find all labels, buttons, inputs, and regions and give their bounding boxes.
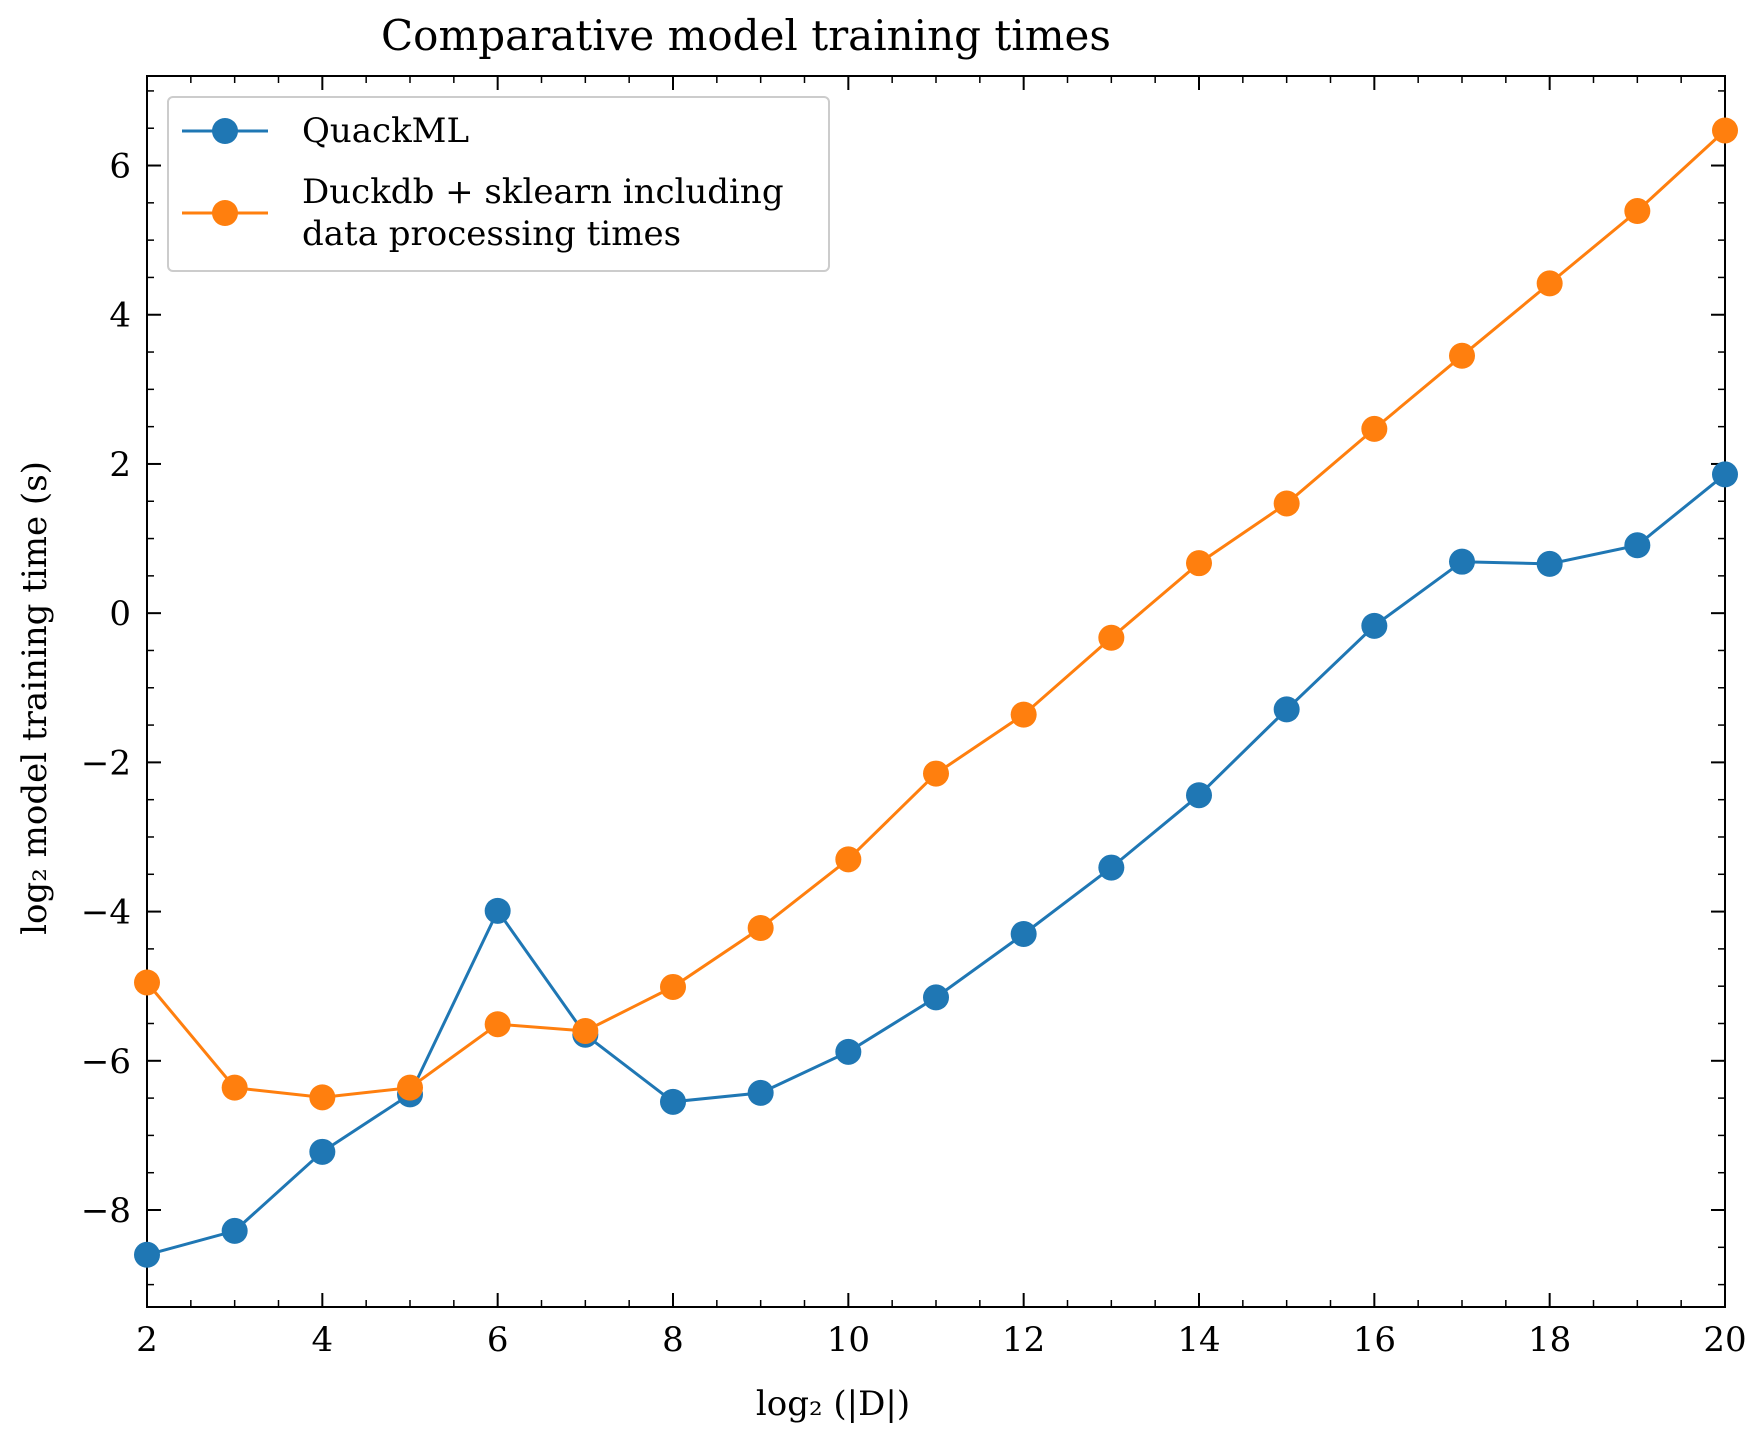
axis-tick-labels: 2 4 6 8 10 12 14 16 18 20 −8 −6 −4 −2 0 2 4 6 (81, 147, 1747, 1360)
y-tick-label: 6 (109, 147, 131, 187)
data-point (747, 915, 774, 942)
data-point (660, 973, 686, 1000)
y-tick-label: 0 (109, 594, 131, 634)
data-point (309, 1084, 336, 1111)
legend-item-1: QuackML (182, 111, 469, 151)
data-point (1273, 490, 1300, 517)
data-point (484, 897, 511, 924)
x-tick-label: 8 (662, 1320, 684, 1360)
x-tick-label: 10 (827, 1320, 870, 1360)
series-1 (134, 461, 1738, 1268)
y-tick-label: −8 (81, 1191, 131, 1231)
legend-label: QuackML (302, 111, 469, 151)
data-point (134, 969, 160, 996)
data-point (1624, 198, 1651, 225)
data-point (1098, 624, 1125, 651)
x-tick-label: 12 (1002, 1320, 1045, 1360)
data-point (484, 1011, 511, 1038)
data-point (1712, 461, 1738, 488)
data-point (1449, 548, 1475, 575)
data-point (1536, 270, 1563, 297)
legend-swatch-marker (212, 118, 238, 144)
data-point (1010, 701, 1037, 728)
y-tick-label: −6 (81, 1042, 131, 1082)
data-point (309, 1138, 336, 1165)
data-point (747, 1079, 774, 1106)
data-point (1361, 415, 1388, 442)
data-point (134, 1241, 160, 1268)
x-tick-label: 20 (1703, 1320, 1746, 1360)
data-point (572, 1017, 599, 1044)
y-tick-label: 4 (109, 296, 131, 336)
data-point (1010, 920, 1037, 947)
data-point (1712, 117, 1738, 144)
data-point (1624, 532, 1651, 559)
data-point (1449, 342, 1475, 369)
x-axis-label: log₂ (|D|) (756, 1384, 910, 1424)
data-point (1361, 612, 1388, 639)
data-point (1536, 550, 1563, 577)
legend-box (167, 96, 830, 272)
data-point (835, 846, 862, 873)
legend-label: Duckdb + sklearn including (302, 172, 784, 212)
data-point (1186, 782, 1212, 809)
y-tick-label: −2 (81, 743, 131, 783)
data-point (835, 1038, 862, 1065)
data-series (134, 117, 1738, 1268)
legend-label: data processing times (302, 214, 681, 254)
data-point (221, 1217, 248, 1244)
data-point (1098, 854, 1125, 881)
x-tick-label: 4 (312, 1320, 334, 1360)
chart-title: Comparative model training times (381, 11, 1111, 60)
series-line (146, 473, 1726, 1257)
axis-ticks (146, 76, 1726, 1307)
y-tick-label: 2 (109, 445, 131, 485)
series-2 (134, 117, 1738, 1111)
legend-swatch-marker (212, 200, 238, 226)
data-point (221, 1074, 248, 1101)
x-tick-label: 16 (1353, 1320, 1396, 1360)
series-line (145, 129, 1727, 1099)
x-tick-label: 14 (1177, 1320, 1220, 1360)
y-tick-label: −4 (81, 893, 131, 933)
data-point (397, 1074, 423, 1101)
data-point (923, 984, 949, 1011)
x-tick-label: 2 (136, 1320, 158, 1360)
data-point (1186, 550, 1212, 577)
data-point (923, 760, 949, 787)
y-axis-label: log₂ model training time (s) (15, 461, 55, 935)
x-tick-label: 18 (1528, 1320, 1571, 1360)
data-point (660, 1088, 686, 1115)
x-tick-label: 6 (487, 1320, 509, 1360)
data-point (1273, 696, 1300, 723)
